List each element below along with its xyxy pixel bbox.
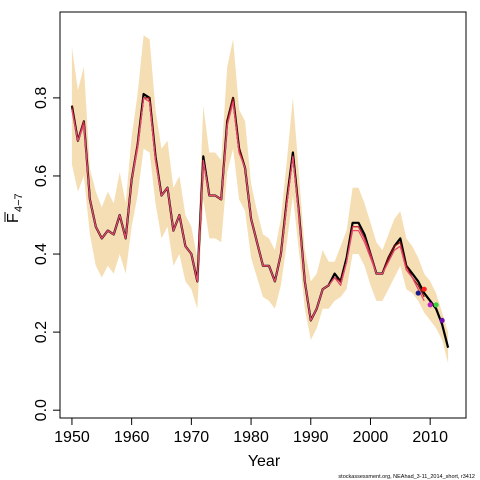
- endpoint-marker-4: [439, 317, 445, 324]
- endpoint-marker-2: [427, 302, 433, 308]
- x-tick-label-2000: 2000: [353, 429, 389, 446]
- endpoint-layer: [415, 286, 445, 324]
- y-axis-title-main: F: [5, 213, 22, 223]
- x-axis-title: Year: [248, 453, 281, 470]
- x-axis: 1950 1960 1970 1980 1990 2000 2010: [54, 418, 448, 446]
- y-axis: 0.0 0.2 0.4 0.6 0.8: [33, 87, 60, 421]
- y-tick-label-4: 0.8: [33, 87, 50, 109]
- plot-frame: [59, 11, 467, 419]
- series-line-3: [71, 97, 425, 321]
- x-tick-label-1980: 1980: [233, 429, 269, 446]
- x-tick-label-1960: 1960: [114, 429, 150, 446]
- confidence-band: [71, 35, 449, 364]
- y-axis-title-subscript: 4−7: [13, 193, 25, 212]
- endpoint-marker-0: [415, 290, 421, 296]
- y-tick-label-2: 0.4: [33, 243, 50, 265]
- credit-text: stockassessment.org, NEAhad_3-11_2014_sh…: [338, 474, 475, 480]
- endpoint-marker-3: [433, 302, 439, 308]
- confidence-band-layer: [71, 35, 449, 364]
- series-layer: [70, 92, 450, 348]
- endpoint-marker-1: [421, 286, 427, 292]
- y-axis-title: F 4−7: [4, 193, 25, 223]
- x-tick-label-1970: 1970: [174, 429, 210, 446]
- y-tick-label-3: 0.6: [33, 165, 50, 187]
- x-tick-label-1990: 1990: [293, 429, 329, 446]
- x-tick-label-1950: 1950: [54, 429, 90, 446]
- x-tick-label-2010: 2010: [412, 429, 448, 446]
- y-tick-label-0: 0.0: [33, 399, 50, 421]
- y-tick-label-1: 0.2: [33, 321, 50, 343]
- series-line-0: [70, 92, 450, 348]
